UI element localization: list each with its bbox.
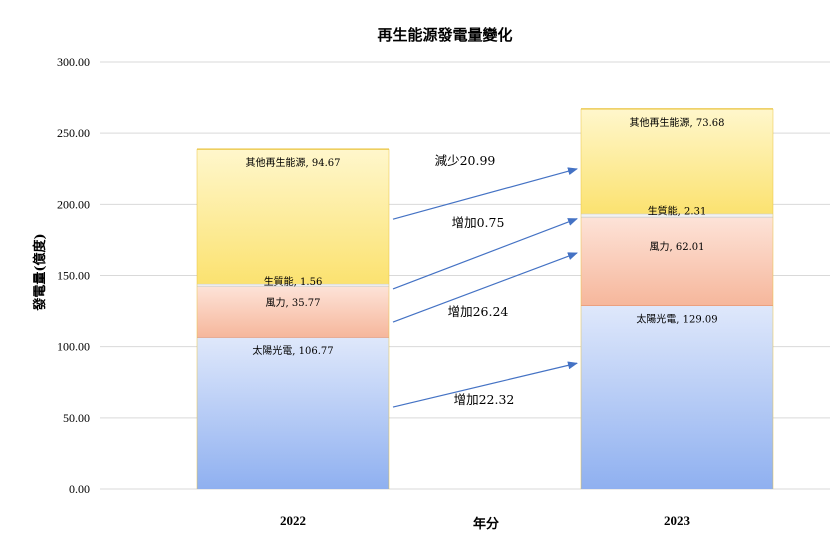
change-arrow (392, 218, 578, 290)
bar-segment (581, 217, 773, 306)
data-label: 太陽光電, 106.77 (252, 344, 333, 357)
change-arrow (392, 252, 578, 323)
y-tick-label: 0.00 (69, 482, 90, 496)
x-axis-title: 年分 (473, 516, 499, 532)
change-annotation: 增加26.24 (448, 304, 509, 319)
bar-segment (581, 213, 773, 218)
bar-segment (581, 108, 773, 214)
data-label: 生質能, 1.56 (264, 275, 323, 288)
data-label: 風力, 62.01 (650, 240, 705, 253)
y-axis-title: 發電量(億度) (32, 233, 48, 311)
data-label: 其他再生能源, 73.68 (630, 116, 725, 129)
change-arrow (392, 361, 578, 408)
change-annotation: 減少20.99 (435, 153, 496, 168)
bar-segment (581, 305, 773, 489)
data-label: 太陽光電, 129.09 (636, 312, 717, 325)
data-label: 風力, 35.77 (266, 296, 321, 309)
change-annotation: 增加22.32 (454, 392, 515, 407)
change-arrow (392, 167, 578, 220)
chart-title: 再生能源發電量變化 (377, 26, 512, 44)
y-tick-label: 300.00 (57, 55, 90, 69)
data-label: 其他再生能源, 94.67 (246, 156, 341, 169)
bar-segment (197, 283, 389, 287)
bar-segment (197, 149, 389, 284)
y-tick-label: 100.00 (57, 340, 90, 354)
x-tick-label: 2022 (280, 513, 306, 528)
y-tick-label: 50.00 (63, 411, 90, 425)
y-tick-label: 200.00 (57, 197, 90, 211)
x-tick-label: 2023 (664, 513, 691, 528)
y-tick-label: 150.00 (57, 269, 90, 283)
bar-segment (197, 286, 389, 338)
data-label: 生質能, 2.31 (648, 205, 707, 218)
y-tick-label: 250.00 (57, 126, 90, 140)
bar-segment (197, 337, 389, 489)
change-annotation: 增加0.75 (452, 215, 505, 230)
